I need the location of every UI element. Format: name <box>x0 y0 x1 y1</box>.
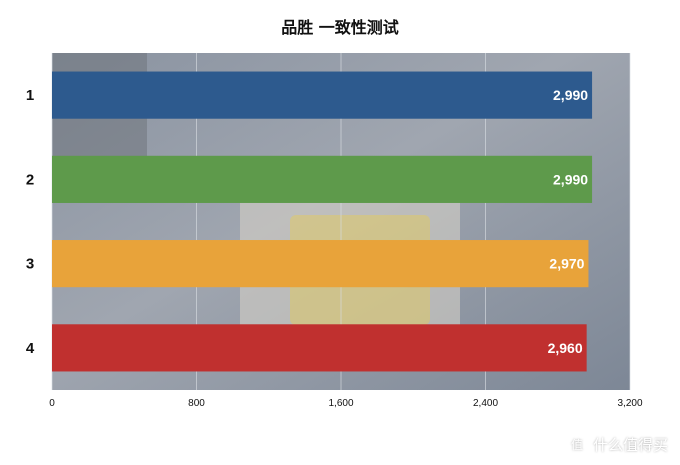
bars <box>52 71 593 372</box>
x-tick-label: 2,400 <box>473 398 498 409</box>
chart-title: 品胜 一致性测试 <box>281 18 399 37</box>
category-label: 3 <box>26 256 34 273</box>
value-label: 2,990 <box>553 171 588 187</box>
category-label: 4 <box>26 340 35 357</box>
value-label: 2,960 <box>548 340 583 356</box>
zhi-icon: 值 <box>566 434 587 455</box>
watermark-text: 什么值得买 <box>592 436 668 454</box>
bar-2 <box>52 155 593 203</box>
x-tick-label: 1,600 <box>328 398 353 409</box>
category-label: 1 <box>26 87 34 104</box>
bar-4 <box>52 324 587 372</box>
value-labels: 2,990 2,990 2,970 2,960 <box>548 87 589 356</box>
x-tick-label: 3,200 <box>617 398 642 409</box>
x-tick-label: 0 <box>49 398 55 409</box>
x-axis-ticks: 0 800 1,600 2,400 3,200 <box>49 398 643 409</box>
x-tick-label: 800 <box>188 398 205 409</box>
bar-3 <box>52 240 589 288</box>
value-label: 2,970 <box>549 256 584 272</box>
watermark: 值 什么值得买 <box>566 434 668 455</box>
category-label: 2 <box>26 171 34 188</box>
value-label: 2,990 <box>553 87 588 103</box>
category-labels: 1 2 3 4 <box>26 87 35 357</box>
bar-1 <box>52 71 593 119</box>
